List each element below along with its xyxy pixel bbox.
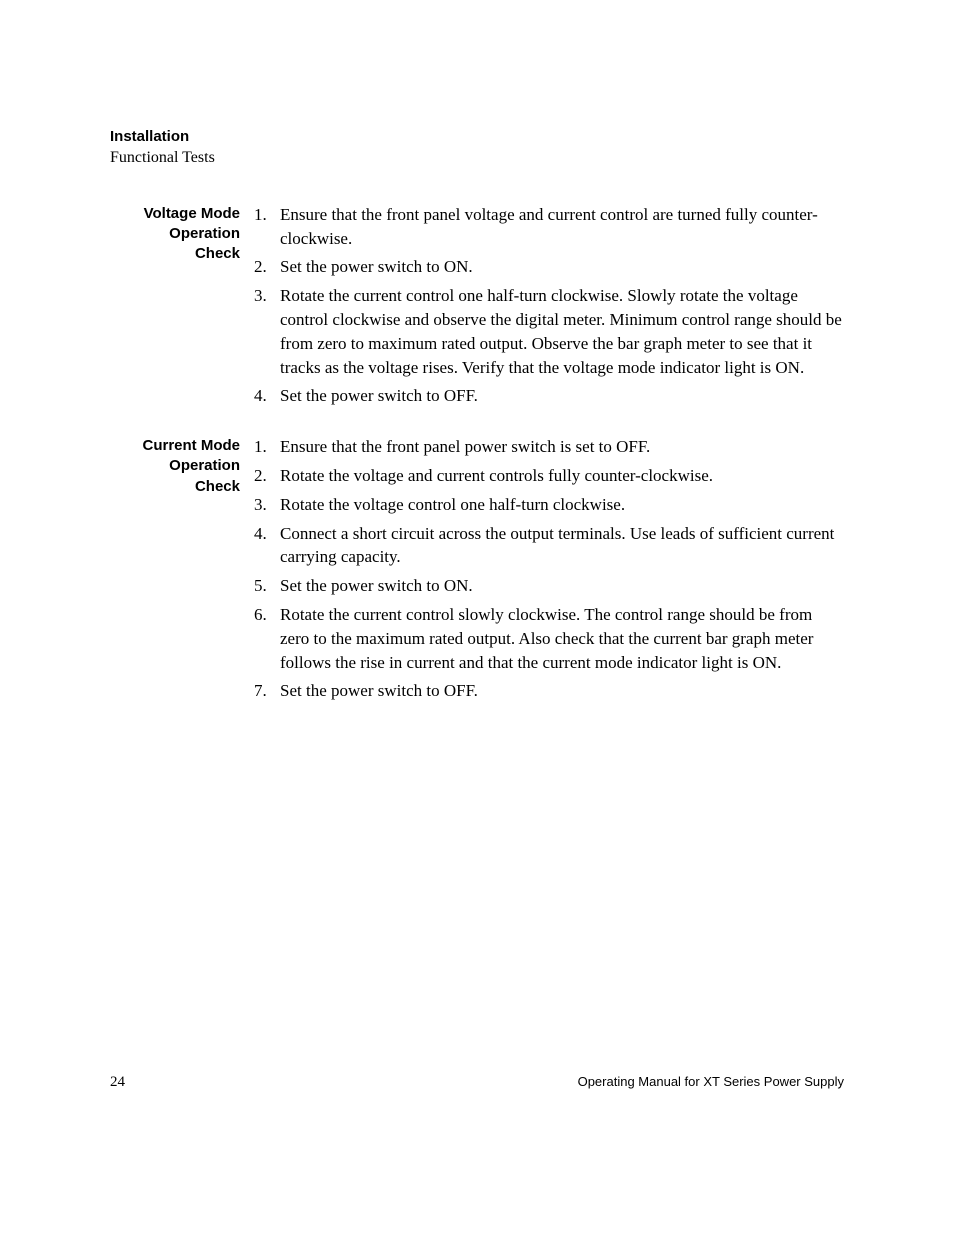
step-number: 1. xyxy=(254,435,280,459)
list-item: 4. Set the power switch to OFF. xyxy=(254,384,844,408)
side-heading-line: Operation xyxy=(110,224,240,244)
side-heading: Voltage Mode Operation Check xyxy=(110,203,254,265)
step-text: Rotate the current control one half-turn… xyxy=(280,284,844,379)
page-header: Installation Functional Tests xyxy=(110,128,844,169)
side-heading-line: Operation xyxy=(110,456,240,476)
section-voltage-mode: Voltage Mode Operation Check 1. Ensure t… xyxy=(110,203,844,413)
step-number: 5. xyxy=(254,574,280,598)
step-number: 7. xyxy=(254,679,280,703)
page-number: 24 xyxy=(110,1074,125,1091)
list-item: 1. Ensure that the front panel voltage a… xyxy=(254,203,844,251)
step-text: Connect a short circuit across the outpu… xyxy=(280,522,844,570)
list-item: 6. Rotate the current control slowly clo… xyxy=(254,603,844,674)
side-heading-line: Current Mode xyxy=(110,436,240,456)
section-current-mode: Current Mode Operation Check 1. Ensure t… xyxy=(110,435,844,708)
list-item: 4. Connect a short circuit across the ou… xyxy=(254,522,844,570)
step-text: Rotate the current control slowly clockw… xyxy=(280,603,844,674)
list-item: 1. Ensure that the front panel power swi… xyxy=(254,435,844,459)
step-text: Ensure that the front panel voltage and … xyxy=(280,203,844,251)
step-text: Set the power switch to ON. xyxy=(280,255,844,279)
step-number: 3. xyxy=(254,493,280,517)
step-text: Rotate the voltage and current controls … xyxy=(280,464,844,488)
list-item: 7. Set the power switch to OFF. xyxy=(254,679,844,703)
side-heading-line: Check xyxy=(110,477,240,497)
header-subtitle: Functional Tests xyxy=(110,148,844,169)
step-text: Rotate the voltage control one half-turn… xyxy=(280,493,844,517)
list-item: 2. Set the power switch to ON. xyxy=(254,255,844,279)
step-list: 1. Ensure that the front panel power swi… xyxy=(254,435,844,708)
page-footer: 24 Operating Manual for XT Series Power … xyxy=(110,1074,844,1091)
side-heading-line: Check xyxy=(110,244,240,264)
side-heading-line: Voltage Mode xyxy=(110,204,240,224)
step-number: 2. xyxy=(254,255,280,279)
header-title: Installation xyxy=(110,128,844,146)
step-number: 4. xyxy=(254,522,280,546)
step-text: Set the power switch to OFF. xyxy=(280,384,844,408)
step-number: 3. xyxy=(254,284,280,308)
step-number: 4. xyxy=(254,384,280,408)
side-heading: Current Mode Operation Check xyxy=(110,435,254,497)
list-item: 2. Rotate the voltage and current contro… xyxy=(254,464,844,488)
step-number: 1. xyxy=(254,203,280,227)
list-item: 3. Rotate the current control one half-t… xyxy=(254,284,844,379)
step-number: 6. xyxy=(254,603,280,627)
step-number: 2. xyxy=(254,464,280,488)
step-text: Ensure that the front panel power switch… xyxy=(280,435,844,459)
step-list: 1. Ensure that the front panel voltage a… xyxy=(254,203,844,413)
list-item: 3. Rotate the voltage control one half-t… xyxy=(254,493,844,517)
footer-text: Operating Manual for XT Series Power Sup… xyxy=(578,1074,844,1089)
document-page: Installation Functional Tests Voltage Mo… xyxy=(0,0,954,1235)
list-item: 5. Set the power switch to ON. xyxy=(254,574,844,598)
step-text: Set the power switch to OFF. xyxy=(280,679,844,703)
step-text: Set the power switch to ON. xyxy=(280,574,844,598)
